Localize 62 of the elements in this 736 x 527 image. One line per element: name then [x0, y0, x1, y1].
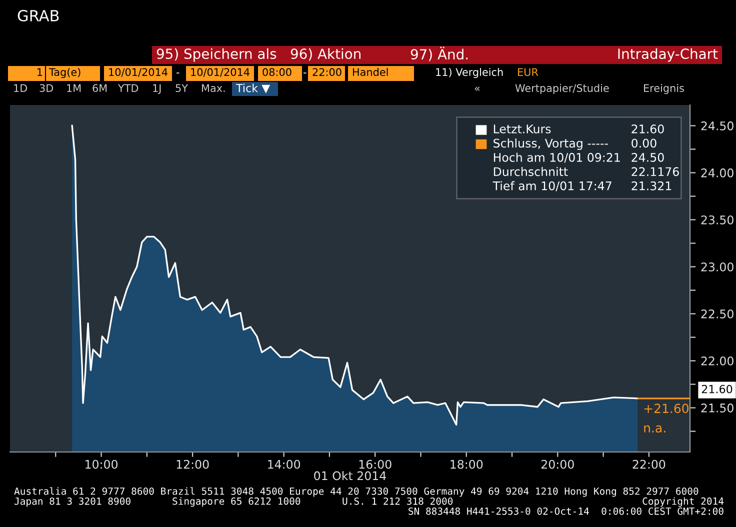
text: 1 — [38, 68, 42, 76]
text: - — [304, 72, 306, 74]
x-tick-label: 18:00 — [450, 460, 483, 469]
annotation: 21.60 — [632, 124, 664, 134]
text: 1D — [14, 84, 28, 92]
text: 22:00 — [312, 68, 342, 76]
x-tick-label: 14:00 — [268, 460, 300, 469]
text: 08:00 — [262, 68, 292, 76]
text: - — [176, 72, 180, 74]
text: « — [474, 86, 480, 92]
text: Tag(e) — [48, 68, 80, 78]
annotation: Tief am 10/01 17:47 — [492, 181, 612, 192]
x-tick-label: 22:00 — [632, 460, 666, 469]
text: Wertpapier/Studie — [515, 84, 609, 94]
annotation: 0.00 — [632, 138, 656, 148]
legend-label: Letzt.Kurs — [494, 124, 551, 134]
text: 10/01/2014 — [191, 68, 250, 77]
y-tick-label: 24.50 — [701, 121, 734, 130]
y-tick-label: 22.00 — [701, 356, 734, 366]
annotation: 21.321 — [632, 181, 672, 190]
x-tick-label: 20:00 — [542, 460, 574, 469]
text: 11) Vergleich — [436, 68, 503, 78]
text: EUR — [518, 68, 538, 76]
annotation: Durchschnitt — [494, 166, 568, 176]
text: U.S. 1 212 318 2000 — [342, 497, 453, 505]
y-tick-label: 22.50 — [701, 309, 734, 318]
text: 95) Speichern als — [156, 48, 276, 62]
x-tick-label: 16:00 — [359, 460, 392, 469]
text: Max. — [202, 84, 225, 92]
y-tick-label: 23.00 — [701, 262, 734, 272]
annotation: 24.50 — [632, 152, 664, 162]
text: Tick ▼ — [236, 84, 270, 94]
text: Copyright 2014 — [642, 497, 724, 507]
x-axis-title: 01 Okt 2014 — [314, 471, 386, 480]
annotation: 22.1176 — [632, 167, 679, 176]
ref-line-label: 21.60 — [702, 384, 732, 394]
text: Handel — [353, 68, 388, 76]
annotation: +21.60 — [644, 404, 688, 414]
x-tick-label: 10:00 — [86, 460, 118, 469]
chart-title: GRAB — [18, 10, 59, 22]
text: 97) Änd. — [410, 46, 468, 62]
text: 1M — [67, 84, 81, 92]
annotation: Schluss, Vortag ----- — [494, 138, 608, 150]
text: Singapore 65 6212 1000 — [172, 497, 300, 507]
text: 1J — [153, 84, 161, 94]
text: Japan 81 3 3201 8900 — [14, 497, 130, 507]
text: 6M — [92, 84, 107, 92]
text: 3D — [40, 84, 54, 92]
text: Ereignis — [644, 84, 684, 94]
text: Australia 61 2 9777 8600 Brazil 5511 3048 4500 Europe 44 20 7330 7500 Germany 49 69 9204 1210 Hong Kong 852 2977 6000 — [14, 487, 698, 497]
text: YTD — [118, 84, 138, 92]
y-tick-label: 21.50 — [701, 404, 734, 412]
text: 96) Aktion — [290, 48, 360, 61]
text: 10/01/2014 — [109, 68, 168, 77]
text: 5Y — [176, 84, 188, 92]
x-tick-label: 12:00 — [176, 460, 209, 469]
text: Intraday-Chart — [618, 48, 718, 62]
annotation: n.a. — [644, 425, 666, 433]
text: SN 883448 H441-2553-0 02-Oct-14 0:06:00 CEST GMT+2:00 — [408, 507, 724, 515]
y-tick-label: 24.00 — [701, 168, 734, 178]
y-tick-label: 23.50 — [701, 215, 734, 224]
annotation: Hoch am 10/01 09:21 — [494, 152, 620, 163]
